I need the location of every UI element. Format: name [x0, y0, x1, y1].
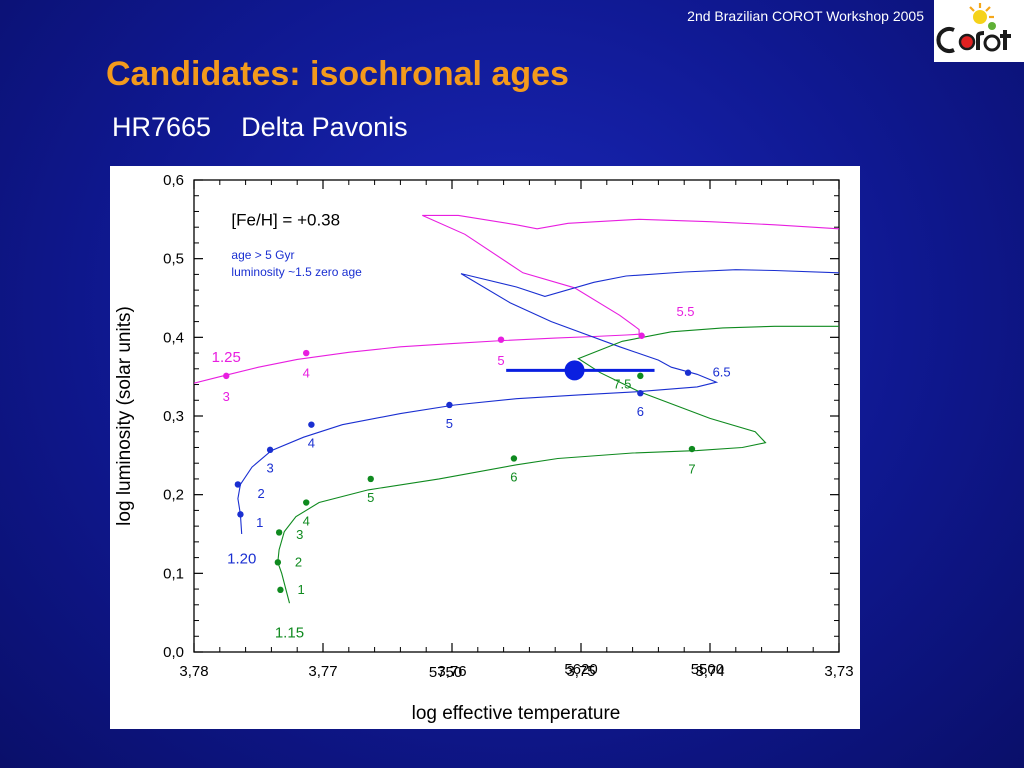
evolutionary-track-1.15	[277, 325, 839, 604]
age-label-1.25-4: 4	[303, 366, 310, 381]
age-point-1.15-3	[275, 529, 283, 536]
age-point-1.20-2	[234, 481, 242, 488]
age-point-1.15-5	[367, 475, 374, 483]
age-label-1.15-6: 6	[510, 469, 517, 484]
age-label-1.15-7.5: 7.5	[613, 377, 631, 392]
chart-annotation-5: 5500	[691, 661, 724, 678]
age-point-1.20-1	[237, 511, 244, 518]
age-label-1.20-1: 1	[256, 515, 263, 530]
age-label-1.20-6: 6	[637, 404, 644, 419]
chart-annotation-3: 5750	[429, 664, 462, 681]
chart-annotation-4: 5620	[564, 661, 597, 678]
age-point-1.25-4	[303, 349, 310, 357]
age-label-1.25-5: 5	[497, 353, 504, 368]
workshop-label: 2nd Brazilian COROT Workshop 2005	[687, 8, 924, 24]
age-point-1.20-6.5	[684, 369, 692, 376]
evolutionary-track-1.25	[194, 214, 839, 384]
corot-logo	[934, 0, 1024, 62]
x-tick-label: 3,76	[437, 663, 466, 680]
age-label-1.25-5.5: 5.5	[676, 304, 694, 319]
x-tick-label: 3,74	[695, 663, 724, 680]
evolutionary-track-1.20	[237, 269, 839, 535]
corot-wordmark	[936, 27, 1011, 53]
y-tick-label: 0,3	[163, 408, 184, 425]
y-tick-label: 0,0	[163, 644, 184, 661]
age-point-1.15-4	[303, 499, 310, 506]
age-label-1.20-4: 4	[308, 436, 315, 451]
y-axis-label: log luminosity (solar units)	[114, 306, 135, 526]
age-point-1.25-5.5	[638, 332, 645, 339]
y-tick-label: 0,4	[163, 329, 184, 346]
age-label-1.15-5: 5	[367, 490, 374, 505]
age-label-1.15-3: 3	[296, 527, 303, 542]
mass-label-1.20: 1.20	[227, 550, 256, 567]
x-tick-label: 3,78	[179, 663, 208, 680]
age-point-1.20-4	[308, 421, 315, 428]
age-point-1.20-6	[637, 389, 644, 397]
mass-label-1.25: 1.25	[212, 349, 241, 366]
slide-title: Candidates: isochronal ages	[106, 55, 569, 93]
age-point-1.25-5	[497, 336, 505, 343]
y-tick-label: 0,5	[163, 251, 184, 268]
x-tick-label: 3,73	[824, 663, 853, 680]
age-label-1.15-1: 1	[297, 582, 304, 597]
age-label-1.15-2: 2	[295, 554, 302, 569]
age-point-1.15-2	[274, 559, 282, 566]
age-point-1.15-7.5	[637, 372, 644, 380]
age-point-1.20-3	[266, 446, 274, 454]
y-tick-label: 0,6	[163, 172, 184, 189]
chart-annotation-1: age > 5 Gyr	[231, 248, 294, 262]
age-point-1.15-1	[277, 586, 284, 594]
chart-annotation-0: [Fe/H] = +0.38	[231, 210, 340, 229]
mass-label-1.15: 1.15	[275, 624, 304, 641]
age-label-1.25-3: 3	[223, 389, 230, 404]
slide-subtitle: HR7665 Delta Pavonis	[112, 112, 408, 142]
age-label-1.20-3: 3	[266, 461, 273, 476]
age-label-1.20-6.5: 6.5	[713, 365, 731, 380]
hr-diagram-panel: 3,78 3,77 3,76 3,75 3,74 3,73 0,0 0,1 0,2 0,3 0,4 0…	[110, 166, 860, 729]
hr-diagram: 3,78 3,77 3,76 3,75 3,74 3,73 0,0 0,1 0,2 0,3 0,4 0…	[114, 172, 854, 724]
y-tick-label: 0,2	[163, 487, 184, 504]
age-point-1.25-3	[223, 372, 230, 380]
age-label-1.20-5: 5	[446, 416, 453, 431]
age-point-1.15-7	[688, 445, 696, 453]
x-axis-label: log effective temperature	[412, 703, 621, 724]
star-hr7665	[564, 360, 585, 381]
chart-annotation-2: luminosity ~1.5 zero age	[231, 265, 362, 279]
x-tick-label: 3,77	[308, 663, 337, 680]
y-tick-label: 0,1	[163, 565, 184, 582]
age-point-1.20-5	[446, 401, 453, 409]
age-label-1.15-7: 7	[688, 461, 695, 476]
age-label-1.20-2: 2	[257, 486, 264, 501]
x-tick-label: 3,75	[566, 663, 595, 680]
sun-icon	[969, 3, 996, 30]
age-point-1.15-6	[510, 455, 518, 462]
age-label-1.15-4: 4	[303, 513, 310, 528]
